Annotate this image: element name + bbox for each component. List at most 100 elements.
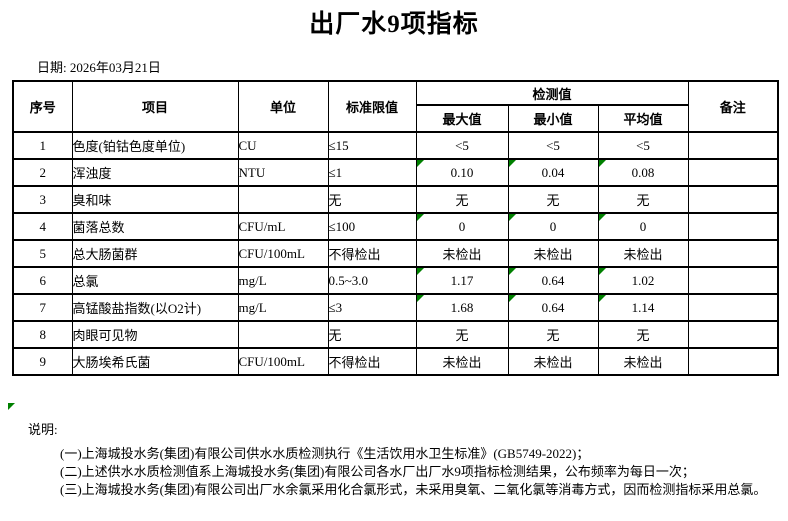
avg-value-cell: 1.02: [597, 266, 689, 295]
date-label: 日期: 2026年03月21日: [37, 60, 161, 75]
remark-cell: [687, 185, 779, 214]
unit-cell: CFU/100mL: [237, 239, 329, 268]
table-row: 6 总氯 mg/L 0.5~3.0 1.17 0.64 1.02: [12, 266, 779, 295]
avg-value-cell: 1.14: [597, 293, 689, 322]
unit-cell: CFU/100mL: [237, 347, 329, 376]
header-max: 最大值: [415, 104, 509, 133]
avg-value-cell: <5: [597, 131, 689, 160]
max-value-cell: 0: [415, 212, 509, 241]
header-detection: 检测值: [415, 80, 689, 106]
min-value-cell: 无: [507, 320, 599, 349]
remark-cell: [687, 158, 779, 187]
unit-cell: [237, 320, 329, 349]
cell-error-marker-icon: [599, 161, 606, 167]
cell-error-marker-icon: [599, 269, 606, 275]
item-cell: 菌落总数: [71, 212, 239, 241]
note-line: (二)上述供水水质检测值系上海城投水务(集团)有限公司各水厂出厂水9项指标检测结…: [60, 464, 695, 479]
table-row: 5 总大肠菌群 CFU/100mL 不得检出 未检出 未检出 未检出: [12, 239, 779, 268]
sheet-error-marker-icon: [8, 403, 15, 410]
index-cell: 8: [12, 320, 73, 349]
table-row: 4 菌落总数 CFU/mL ≤100 0 0 0: [12, 212, 779, 241]
header-item: 项目: [71, 80, 239, 133]
table-body: 1 色度(铂钴色度单位) CU ≤15 <5 <5 <5 2 浑浊度 NTU ≤1 0.10 0.04 0…: [12, 131, 779, 376]
item-cell: 总氯: [71, 266, 239, 295]
indicators-table: 序号 项目 单位 标准限值 检测值 备注 最大值 最小值 平均值 1 色度(铂钴色…: [12, 80, 779, 376]
avg-value-cell: 0: [597, 212, 689, 241]
page-title: 出厂水9项指标: [309, 11, 479, 38]
cell-error-marker-icon: [599, 215, 606, 221]
table-row: 7 高锰酸盐指数(以O2计) mg/L ≤3 1.68 0.64 1.14: [12, 293, 779, 322]
avg-value-cell: 0.08: [597, 158, 689, 187]
table-row: 3 臭和味无无无无: [12, 185, 779, 214]
index-cell: 7: [12, 293, 73, 322]
avg-value-cell: 未检出: [597, 347, 689, 376]
limit-cell: ≤3: [327, 293, 417, 322]
avg-value-cell: 无: [597, 185, 689, 214]
limit-cell: 不得检出: [327, 239, 417, 268]
item-cell: 总大肠菌群: [71, 239, 239, 268]
item-cell: 肉眼可见物: [71, 320, 239, 349]
notes-block: (一)上海城投水务(集团)有限公司供水水质检测执行《生活饮用水卫生标准》(GB5…: [60, 445, 766, 499]
limit-cell: 无: [327, 185, 417, 214]
max-value-cell: 无: [415, 320, 509, 349]
index-cell: 5: [12, 239, 73, 268]
min-value-cell: <5: [507, 131, 599, 160]
max-value-cell: 1.17: [415, 266, 509, 295]
unit-cell: NTU: [237, 158, 329, 187]
max-value-cell: 未检出: [415, 239, 509, 268]
cell-error-marker-icon: [417, 215, 424, 221]
cell-error-marker-icon: [417, 161, 424, 167]
max-value-cell: 1.68: [415, 293, 509, 322]
index-cell: 3: [12, 185, 73, 214]
index-cell: 9: [12, 347, 73, 376]
remark-cell: [687, 239, 779, 268]
header-unit: 单位: [237, 80, 329, 133]
max-value-cell: 0.10: [415, 158, 509, 187]
item-cell: 高锰酸盐指数(以O2计): [71, 293, 239, 322]
cell-error-marker-icon: [417, 296, 424, 302]
cell-error-marker-icon: [599, 296, 606, 302]
max-value-cell: 无: [415, 185, 509, 214]
remark-cell: [687, 293, 779, 322]
max-value-cell: 未检出: [415, 347, 509, 376]
limit-cell: ≤1: [327, 158, 417, 187]
table-row: 1 色度(铂钴色度单位) CU ≤15 <5 <5 <5: [12, 131, 779, 160]
min-value-cell: 0: [507, 212, 599, 241]
remark-cell: [687, 212, 779, 241]
table-header: 序号 项目 单位 标准限值 检测值 备注 最大值 最小值 平均值: [12, 80, 779, 133]
index-cell: 2: [12, 158, 73, 187]
min-value-cell: 0.64: [507, 266, 599, 295]
unit-cell: mg/L: [237, 266, 329, 295]
min-value-cell: 未检出: [507, 239, 599, 268]
header-index: 序号: [12, 80, 73, 133]
item-cell: 色度(铂钴色度单位): [71, 131, 239, 160]
item-cell: 大肠埃希氏菌: [71, 347, 239, 376]
index-cell: 1: [12, 131, 73, 160]
header-min: 最小值: [507, 104, 599, 133]
avg-value-cell: 无: [597, 320, 689, 349]
cell-error-marker-icon: [509, 215, 516, 221]
remark-cell: [687, 320, 779, 349]
cell-error-marker-icon: [509, 296, 516, 302]
header-limit: 标准限值: [327, 80, 417, 133]
cell-error-marker-icon: [509, 161, 516, 167]
unit-cell: CU: [237, 131, 329, 160]
unit-cell: [237, 185, 329, 214]
min-value-cell: 0.64: [507, 293, 599, 322]
min-value-cell: 无: [507, 185, 599, 214]
remark-cell: [687, 347, 779, 376]
limit-cell: ≤100: [327, 212, 417, 241]
cell-error-marker-icon: [417, 269, 424, 275]
max-value-cell: <5: [415, 131, 509, 160]
remark-cell: [687, 266, 779, 295]
item-cell: 浑浊度: [71, 158, 239, 187]
limit-cell: 不得检出: [327, 347, 417, 376]
index-cell: 6: [12, 266, 73, 295]
index-cell: 4: [12, 212, 73, 241]
remark-cell: [687, 131, 779, 160]
header-remark: 备注: [687, 80, 779, 133]
unit-cell: CFU/mL: [237, 212, 329, 241]
table-row: 8 肉眼可见物无无无无: [12, 320, 779, 349]
note-line: (一)上海城投水务(集团)有限公司供水水质检测执行《生活饮用水卫生标准》(GB5…: [60, 446, 590, 461]
